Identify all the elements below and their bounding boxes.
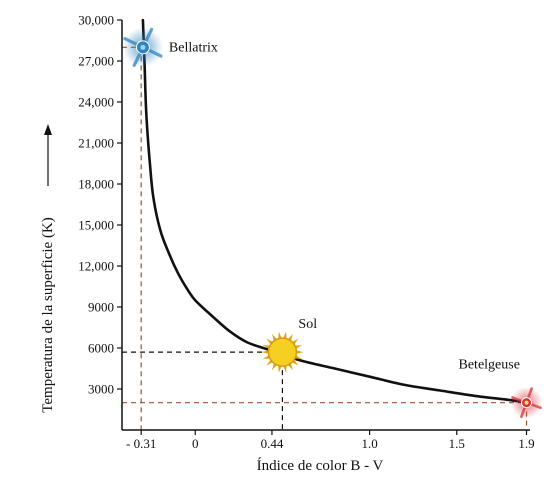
y-axis-arrow-head bbox=[44, 124, 52, 135]
sun-ray bbox=[283, 331, 287, 339]
y-tick-label: 24,000 bbox=[78, 95, 114, 110]
star-betelgeuse: Betelgeuse bbox=[459, 358, 543, 419]
sun-ray bbox=[294, 355, 303, 360]
x-tick-label: 1.0 bbox=[361, 436, 377, 451]
sun-ray bbox=[261, 350, 269, 354]
y-axis-title: Temperatura de la superficie (K) bbox=[40, 217, 56, 413]
star-sol: Sol bbox=[261, 317, 317, 373]
x-tick-label: 0.44 bbox=[261, 436, 284, 451]
guide-lines bbox=[122, 46, 528, 430]
x-tick-label: 1.9 bbox=[518, 436, 534, 451]
x-tick-label: 0 bbox=[192, 436, 199, 451]
star-label-betelgeuse: Betelgeuse bbox=[459, 358, 520, 373]
star-label-sol: Sol bbox=[298, 317, 317, 332]
y-tick-label: 12,000 bbox=[78, 259, 114, 274]
y-axis-ticks: 3000 6000 9000 12,000 15,000 18,000 21,000 24,0… bbox=[78, 13, 122, 397]
sun-ray bbox=[283, 365, 287, 373]
y-tick-label: 30,000 bbox=[78, 13, 114, 28]
x-axis-title: Índice de color B - V bbox=[257, 457, 384, 474]
star-center bbox=[524, 400, 529, 405]
sun-ray bbox=[278, 331, 282, 339]
star-center bbox=[140, 44, 146, 50]
plot-axes bbox=[44, 20, 530, 431]
x-tick-label: 1.5 bbox=[449, 436, 465, 451]
star-markers: Bellatrix Sol Betelgeuse bbox=[122, 27, 543, 419]
sun-ray bbox=[262, 344, 270, 349]
y-tick-label: 18,000 bbox=[78, 177, 114, 192]
sun-ray bbox=[294, 344, 303, 349]
temperature-curve bbox=[141, 18, 528, 404]
star-label-bellatrix: Bellatrix bbox=[169, 40, 218, 55]
sun-ray bbox=[296, 350, 304, 354]
y-tick-label: 6000 bbox=[88, 341, 114, 356]
y-tick-label: 9000 bbox=[88, 300, 114, 315]
sun-ray bbox=[278, 365, 282, 373]
y-tick-label: 15,000 bbox=[78, 218, 114, 233]
x-axis-ticks: - 0.31 0 0.44 1.0 1.5 1.9 bbox=[126, 430, 535, 451]
y-tick-label: 27,000 bbox=[78, 54, 114, 69]
sun-disc bbox=[267, 337, 298, 367]
sun-ray bbox=[262, 355, 270, 360]
x-tick-label: - 0.31 bbox=[126, 436, 156, 451]
star-bellatrix: Bellatrix bbox=[122, 27, 218, 68]
y-tick-label: 21,000 bbox=[78, 136, 114, 151]
y-tick-label: 3000 bbox=[88, 382, 114, 397]
